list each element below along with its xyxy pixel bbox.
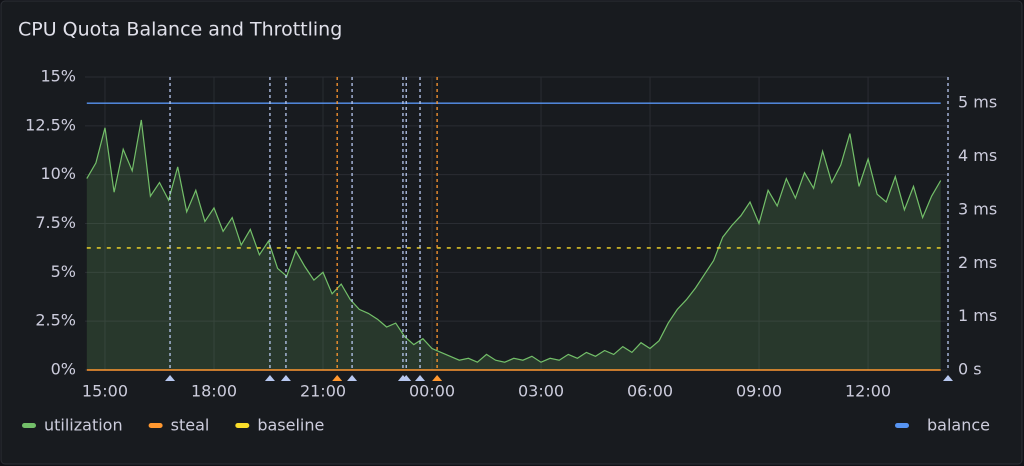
x-tick-label: 03:00	[518, 382, 564, 401]
series-line	[86, 119, 942, 363]
x-tick-label: 06:00	[627, 382, 673, 401]
legend-label: utilization	[44, 416, 123, 435]
y2-tick-label: 0 s	[958, 360, 982, 379]
legend: utilization steal baseline balance	[22, 416, 990, 435]
legend-swatch	[235, 423, 250, 428]
chart-title: CPU Quota Balance and Throttling	[18, 19, 342, 41]
legend-swatch	[895, 423, 909, 428]
y-tick-label: 5%	[51, 262, 76, 281]
y-tick-label: 0%	[51, 360, 76, 379]
annotation-marker	[943, 375, 953, 381]
y2-tick-label: 2 ms	[958, 253, 997, 272]
grid	[85, 76, 948, 371]
annotation-marker	[401, 375, 412, 381]
y2-tick-label: 1 ms	[958, 306, 997, 325]
y-tick-label: 2.5%	[35, 311, 76, 330]
legend-label: steal	[171, 416, 210, 435]
annotation-marker	[347, 375, 358, 381]
area	[86, 120, 941, 370]
legend-label: balance	[927, 416, 990, 435]
x-tick-label: 15:00	[82, 382, 128, 401]
annotation-marker	[280, 375, 291, 381]
annotation-marker	[165, 375, 176, 381]
y2-tick-label: 4 ms	[958, 146, 997, 165]
y-tick-label: 10%	[40, 164, 76, 183]
y-tick-label: 15%	[40, 67, 76, 86]
legend-swatch	[148, 423, 163, 428]
y2-tick-label: 3 ms	[958, 199, 997, 218]
legend-label: baseline	[257, 416, 324, 435]
axes: 0% 2.5% 5% 7.5% 10% 12.5% 15% 0 s 1 ms 2 ms 3 ms 4 …	[25, 67, 997, 401]
x-tick-label: 18:00	[191, 382, 237, 401]
y-tick-label: 12.5%	[25, 115, 76, 134]
y2-tick-label: 5 ms	[958, 93, 997, 112]
plot	[86, 77, 953, 381]
x-tick-label: 21:00	[300, 382, 346, 401]
legend-swatch	[22, 423, 36, 428]
x-tick-label: 00:00	[409, 382, 455, 401]
x-tick-label: 12:00	[845, 382, 891, 401]
x-tick-label: 09:00	[736, 382, 782, 401]
y-tick-label: 7.5%	[35, 213, 76, 232]
annotation-marker	[432, 375, 443, 381]
annotation-marker	[415, 375, 426, 381]
annotation-marker	[264, 375, 275, 381]
annotation-marker	[332, 375, 343, 381]
